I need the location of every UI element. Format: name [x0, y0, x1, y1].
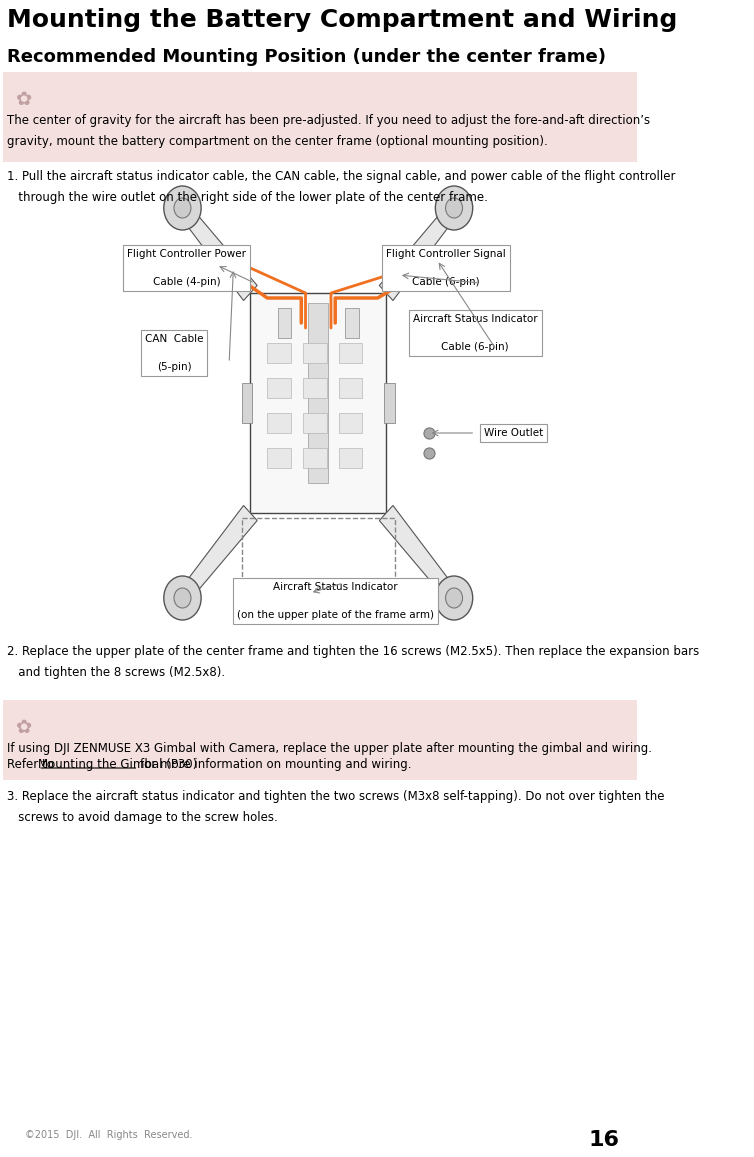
Polygon shape — [379, 202, 458, 301]
Text: Recommended Mounting Position (under the center frame): Recommended Mounting Position (under the… — [7, 47, 605, 66]
Polygon shape — [379, 506, 458, 603]
Polygon shape — [178, 202, 257, 301]
Text: ✿: ✿ — [16, 90, 32, 109]
Bar — [268, 342, 291, 363]
Bar — [250, 293, 386, 513]
Bar — [339, 413, 363, 433]
Bar — [303, 413, 326, 433]
Circle shape — [174, 198, 191, 218]
FancyBboxPatch shape — [4, 72, 636, 162]
Text: CAN  Cable

(5-pin): CAN Cable (5-pin) — [145, 334, 204, 373]
Bar — [339, 342, 363, 363]
Text: Mounting the Battery Compartment and Wiring: Mounting the Battery Compartment and Wir… — [7, 8, 677, 32]
Bar — [339, 378, 363, 398]
Circle shape — [446, 588, 462, 607]
Text: ✿: ✿ — [16, 718, 32, 737]
Bar — [385, 383, 394, 423]
Text: Mounting the Gimbal (P30): Mounting the Gimbal (P30) — [38, 758, 201, 771]
Bar — [339, 448, 363, 467]
Text: 1. Pull the aircraft status indicator cable, the CAN cable, the signal cable, an: 1. Pull the aircraft status indicator ca… — [7, 170, 676, 204]
Bar — [268, 378, 291, 398]
Bar — [242, 383, 252, 423]
Circle shape — [164, 576, 201, 620]
Text: Flight Controller Signal

Cable (6-pin): Flight Controller Signal Cable (6-pin) — [386, 249, 505, 287]
Text: for more information on mounting and wiring.: for more information on mounting and wir… — [140, 758, 412, 771]
Circle shape — [435, 186, 473, 230]
Text: If using DJI ZENMUSE X3 Gimbal with Camera, replace the upper plate after mounti: If using DJI ZENMUSE X3 Gimbal with Came… — [7, 742, 651, 756]
Text: 3. Replace the aircraft status indicator and tighten the two screws (M3x8 self-t: 3. Replace the aircraft status indicator… — [7, 790, 664, 824]
Bar — [345, 308, 359, 338]
Text: 2. Replace the upper plate of the center frame and tighten the 16 screws (M2.5x5: 2. Replace the upper plate of the center… — [7, 644, 699, 679]
Bar — [311, 308, 325, 338]
Circle shape — [174, 588, 191, 607]
Circle shape — [446, 198, 462, 218]
Text: The center of gravity for the aircraft has been pre-adjusted. If you need to adj: The center of gravity for the aircraft h… — [7, 115, 650, 148]
Text: Aircraft Status Indicator

(on the upper plate of the frame arm): Aircraft Status Indicator (on the upper … — [237, 582, 434, 620]
Text: 16: 16 — [589, 1130, 620, 1150]
Text: ©2015  DJI.  All  Rights  Reserved.: ©2015 DJI. All Rights Reserved. — [26, 1130, 193, 1140]
Bar — [242, 518, 394, 594]
Circle shape — [435, 576, 473, 620]
Text: Wire Outlet: Wire Outlet — [484, 428, 543, 439]
FancyBboxPatch shape — [4, 700, 636, 780]
Bar — [277, 308, 291, 338]
Bar — [308, 303, 329, 482]
Bar — [268, 413, 291, 433]
Bar — [303, 342, 326, 363]
Circle shape — [164, 186, 201, 230]
Bar — [303, 378, 326, 398]
Bar — [268, 448, 291, 467]
Polygon shape — [178, 506, 257, 603]
Text: Refer to: Refer to — [7, 758, 57, 771]
Text: Flight Controller Power

Cable (4-pin): Flight Controller Power Cable (4-pin) — [127, 249, 247, 287]
Bar — [303, 448, 326, 467]
Text: Aircraft Status Indicator

Cable (6-pin): Aircraft Status Indicator Cable (6-pin) — [413, 314, 538, 352]
